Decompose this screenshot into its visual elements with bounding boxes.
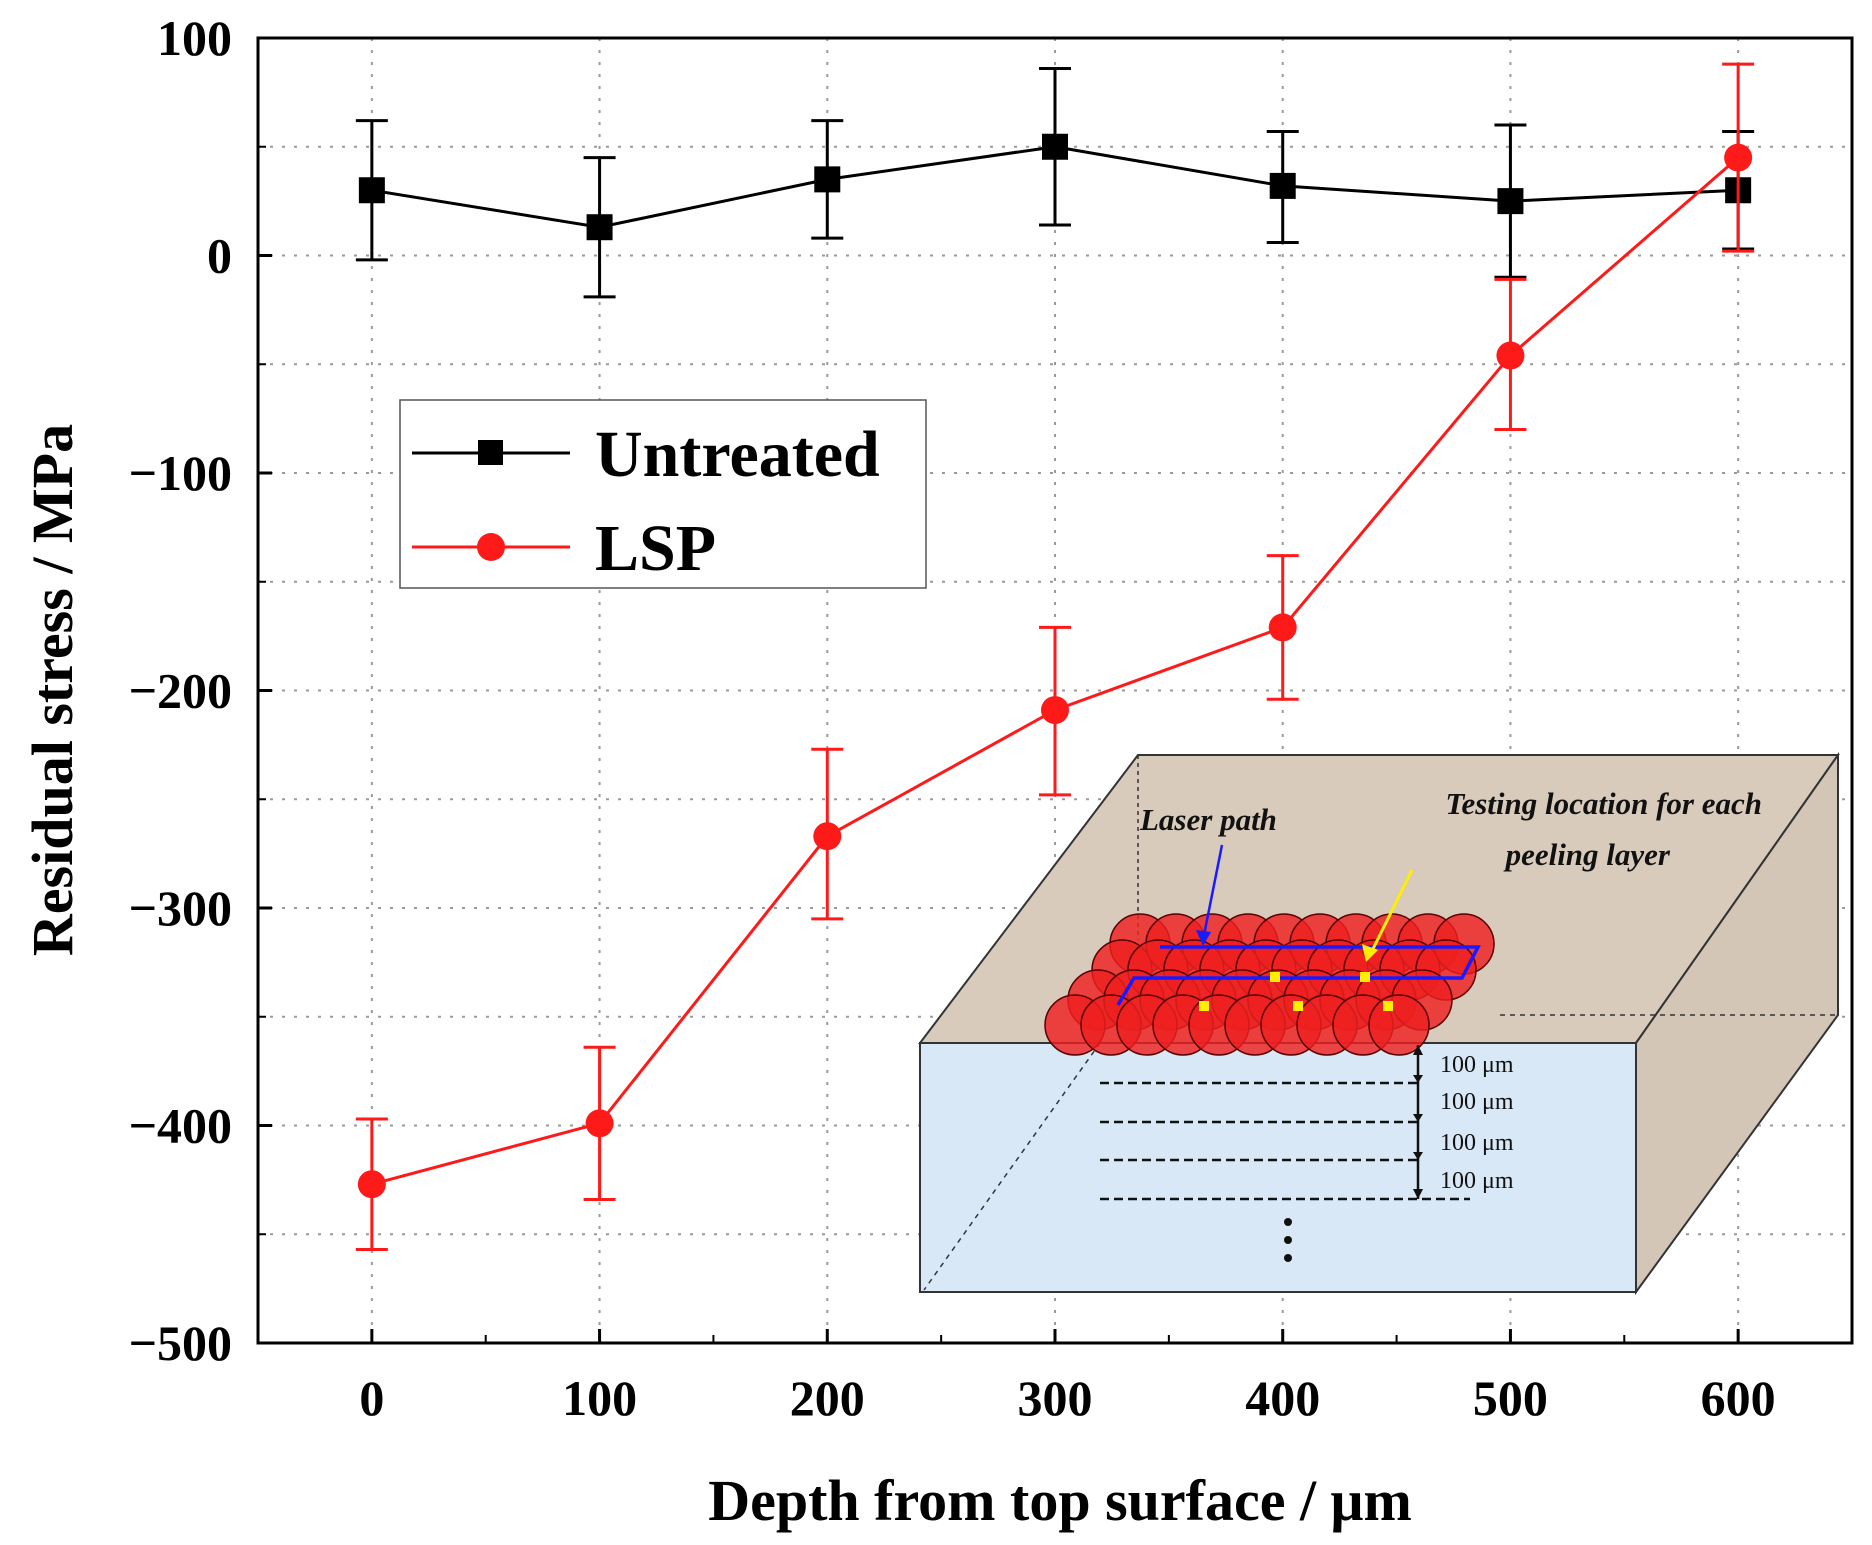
data-point-lsp [357, 1170, 386, 1199]
data-point-untreated [1042, 133, 1068, 160]
legend-label-lsp: LSP [595, 512, 716, 585]
depth-arrowhead-bottom [1413, 1189, 1423, 1199]
legend-label-untreated: Untreated [595, 418, 880, 491]
y-tick-label: −100 [129, 445, 233, 501]
laser-path-arrowhead [1196, 930, 1211, 946]
laser-path-line [1116, 945, 1481, 1006]
data-point-lsp [813, 822, 842, 851]
x-tick-label: 600 [1701, 1370, 1776, 1426]
x-tick-label: 400 [1245, 1370, 1320, 1426]
testing-point [1270, 972, 1280, 982]
continuation-dot-1 [1284, 1218, 1292, 1226]
testing-location-arrowhead [1362, 944, 1378, 962]
legend-marker-lsp [477, 533, 505, 561]
laser-path-arrow [1201, 844, 1224, 941]
y-tick-label: −300 [129, 880, 233, 936]
data-point-lsp [1041, 696, 1069, 725]
legend: Untreated LSP [399, 399, 927, 589]
testing-location-label-line1: Testing location for each [1445, 786, 1762, 821]
testing-point [1383, 1001, 1393, 1011]
data-point-lsp [1268, 613, 1297, 642]
data-point-lsp [1724, 143, 1753, 172]
y-tick-label: 100 [157, 10, 232, 66]
depth-arrowhead-3 [1413, 1152, 1423, 1160]
testing-points [1199, 972, 1393, 1011]
layer-label-4: 100 μm [1440, 1168, 1514, 1194]
y-tick-label: −500 [129, 1315, 233, 1371]
y-tick-label: 0 [207, 228, 232, 284]
layer-lines [1100, 1045, 1470, 1201]
laser-spot [1368, 994, 1430, 1056]
data-series [355, 62, 1755, 1251]
depth-arrowhead-1 [1413, 1075, 1423, 1083]
continuation-dot-3 [1284, 1254, 1292, 1262]
axis-ticks: 0 100 200 300 400 500 600 100 0 −100 −200 −300 −400 −… [129, 10, 1776, 1426]
testing-location-label-line2: peeling layer [1503, 837, 1671, 872]
testing-point [1360, 972, 1370, 982]
testing-point [1293, 1001, 1303, 1011]
x-tick-label: 100 [562, 1370, 637, 1426]
depth-arrowhead-top [1413, 1045, 1423, 1055]
specimen-front-face [919, 1042, 1637, 1293]
specimen-inset: Laser path Testing location for each pee… [917, 751, 1840, 1296]
testing-location-arrow [1368, 869, 1414, 956]
laser-path-label: Laser path [1139, 802, 1277, 837]
y-tick-label: −400 [129, 1098, 233, 1154]
data-point-untreated [358, 177, 385, 204]
x-tick-label: 300 [1018, 1370, 1093, 1426]
x-tick-label: 500 [1473, 1370, 1548, 1426]
x-axis-title: Depth from top surface / μm [708, 1468, 1412, 1533]
continuation-dot-2 [1284, 1236, 1292, 1244]
x-tick-label: 200 [790, 1370, 865, 1426]
layer-label-1: 100 μm [1440, 1052, 1514, 1078]
testing-point [1199, 1001, 1209, 1011]
y-axis-title: Residual stress / MPa [20, 424, 85, 956]
x-tick-label: 0 [359, 1370, 384, 1426]
data-point-untreated [1269, 172, 1296, 199]
layer-label-2: 100 μm [1440, 1089, 1514, 1115]
data-point-untreated [1497, 188, 1524, 215]
layer-label-3: 100 μm [1440, 1130, 1514, 1156]
hidden-edge-diagonal [923, 1042, 1101, 1291]
data-point-untreated [586, 214, 613, 241]
legend-marker-untreated [478, 440, 503, 465]
laser-spots [1044, 913, 1495, 1056]
depth-arrowhead-2 [1413, 1114, 1423, 1122]
y-tick-label: −200 [129, 663, 233, 719]
data-point-lsp [1496, 341, 1525, 370]
data-point-untreated [814, 166, 841, 193]
data-point-lsp [585, 1109, 614, 1138]
